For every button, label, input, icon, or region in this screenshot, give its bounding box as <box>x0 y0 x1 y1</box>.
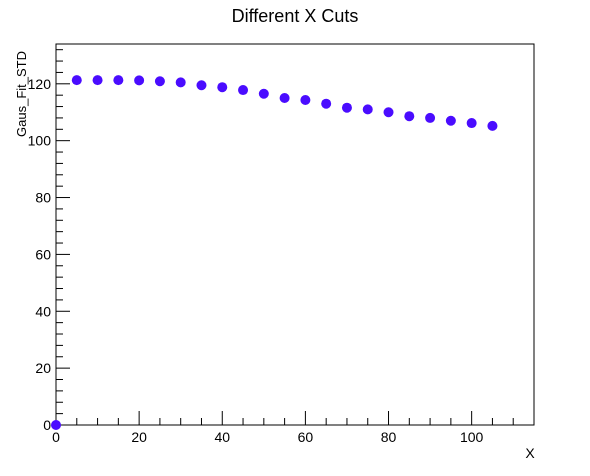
data-point <box>71 75 82 86</box>
y-tick-label: 60 <box>35 246 51 262</box>
data-point <box>154 76 165 87</box>
y-tick-label: 40 <box>35 303 51 319</box>
data-point <box>113 75 124 86</box>
x-tick-label: 80 <box>381 429 397 445</box>
data-point <box>362 104 373 115</box>
data-point <box>404 111 415 122</box>
y-tick-label: 80 <box>35 190 51 206</box>
y-axis: 0 20 40 60 80 100 120 <box>28 49 70 433</box>
data-point <box>341 102 352 113</box>
x-tick-label: 20 <box>131 429 147 445</box>
data-point <box>196 80 207 91</box>
data-point <box>217 82 228 93</box>
data-point <box>51 420 61 430</box>
data-point <box>92 75 103 86</box>
chart-title: Different X Cuts <box>232 6 359 26</box>
x-tick-label: 0 <box>52 429 60 445</box>
data-point <box>425 112 436 123</box>
y-tick-label: 0 <box>43 417 51 433</box>
y-tick-label: 20 <box>35 360 51 376</box>
data-point <box>279 93 290 104</box>
data-point <box>300 95 311 106</box>
x-axis-label: X <box>525 445 535 461</box>
x-axis: 0 20 40 60 80 100 <box>52 411 535 445</box>
data-point <box>383 107 394 118</box>
data-point <box>466 118 477 129</box>
y-axis-label: Gaus_Fit_STD <box>14 51 29 137</box>
data-point <box>445 115 456 126</box>
data-point <box>321 98 332 109</box>
y-tick-label: 120 <box>28 76 52 92</box>
data-point <box>487 120 498 131</box>
data-point <box>175 77 186 88</box>
x-tick-label: 60 <box>298 429 314 445</box>
y-tick-label: 100 <box>28 133 52 149</box>
plot-frame <box>55 43 535 426</box>
data-points <box>51 75 498 430</box>
data-point <box>134 75 145 86</box>
x-tick-label: 100 <box>460 429 484 445</box>
data-point <box>258 88 269 99</box>
x-tick-label: 40 <box>214 429 230 445</box>
data-point <box>238 85 249 96</box>
